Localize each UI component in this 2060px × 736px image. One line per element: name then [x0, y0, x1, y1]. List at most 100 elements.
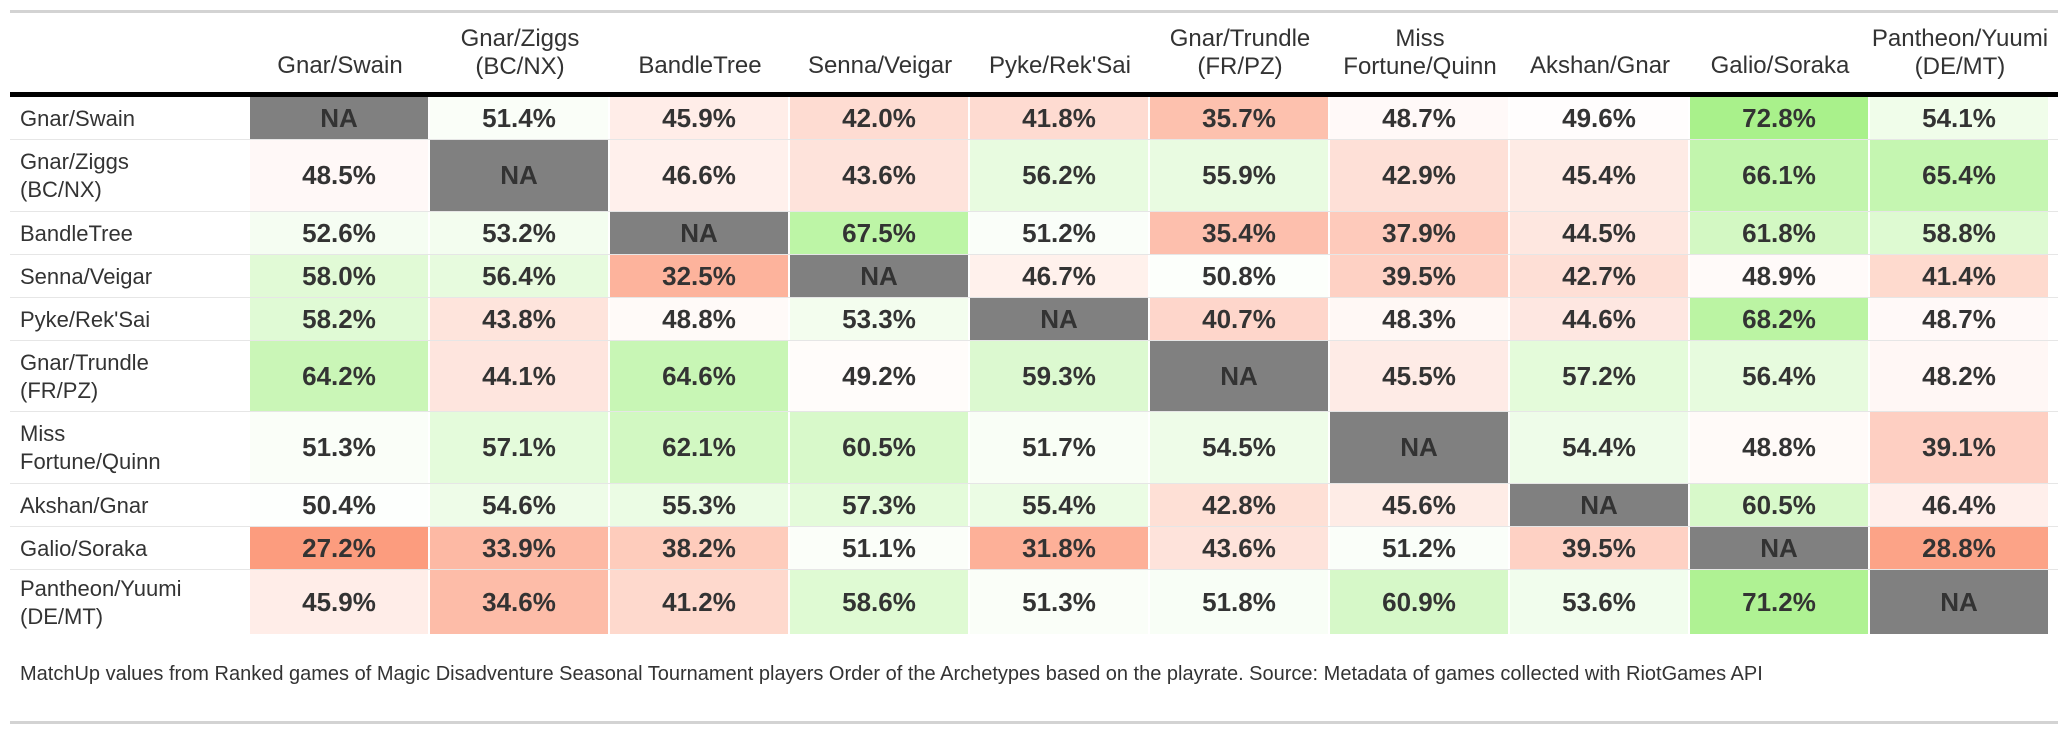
heatmap-cell: 43.6%	[790, 140, 970, 211]
heatmap-cell: 38.2%	[610, 527, 790, 569]
heatmap-cell: 51.3%	[250, 412, 430, 483]
row-header: Pantheon/Yuumi (DE/MT)	[20, 570, 240, 635]
row-separator	[10, 254, 2058, 255]
heatmap-cell: 51.3%	[970, 570, 1150, 634]
heatmap-cell: 58.6%	[790, 570, 970, 634]
column-header: BandleTree	[610, 14, 790, 92]
row-header: Miss Fortune/Quinn	[20, 412, 240, 484]
heatmap-cell: 51.1%	[790, 527, 970, 569]
heatmap-cell: 54.4%	[1510, 412, 1690, 483]
heatmap-cell: 37.9%	[1330, 212, 1510, 254]
heatmap-cell: 48.8%	[610, 298, 790, 340]
heatmap-cell: 62.1%	[610, 412, 790, 483]
column-header: Gnar/Trundle (FR/PZ)	[1150, 14, 1330, 92]
heatmap-cell: 35.4%	[1150, 212, 1330, 254]
heatmap-cell-na: NA	[970, 298, 1150, 340]
row-header-label: Senna/Veigar	[20, 263, 153, 289]
heatmap-cell: 48.5%	[250, 140, 430, 211]
heatmap-cell: 32.5%	[610, 255, 790, 297]
row-header: Senna/Veigar	[20, 255, 240, 298]
row-header-label: Miss Fortune/Quinn	[20, 421, 161, 474]
header-rule	[10, 92, 2058, 97]
heatmap-cell: 56.4%	[1690, 341, 1870, 411]
column-header-label: Senna/Veigar	[807, 52, 953, 79]
column-header: Gnar/Swain	[250, 14, 430, 92]
heatmap-cell: 54.1%	[1870, 97, 2050, 139]
column-header: Galio/Soraka	[1690, 14, 1870, 92]
row-header: BandleTree	[20, 212, 240, 255]
row-header-label: BandleTree	[20, 220, 133, 246]
row-header-label: Gnar/Trundle (FR/PZ)	[20, 349, 149, 403]
row-header-label: Gnar/Ziggs (BC/NX)	[20, 149, 129, 202]
heatmap-cell: 51.7%	[970, 412, 1150, 483]
heatmap-cell: 40.7%	[1150, 298, 1330, 340]
heatmap-cell: 48.7%	[1870, 298, 2050, 340]
row-header: Gnar/Trundle (FR/PZ)	[20, 341, 240, 412]
heatmap-cell: 53.3%	[790, 298, 970, 340]
heatmap-cell: 56.4%	[430, 255, 610, 297]
heatmap-cell: 48.9%	[1690, 255, 1870, 297]
table-caption: MatchUp values from Ranked games of Magi…	[20, 663, 1763, 685]
heatmap-cell: 42.7%	[1510, 255, 1690, 297]
heatmap-cell: 43.8%	[430, 298, 610, 340]
row-separator	[10, 211, 2058, 212]
heatmap-cell-na: NA	[1510, 484, 1690, 526]
heatmap-cell: 45.5%	[1330, 341, 1510, 411]
heatmap-cell: 51.8%	[1150, 570, 1330, 634]
heatmap-cell: 51.4%	[430, 97, 610, 139]
heatmap-cell: 55.3%	[610, 484, 790, 526]
heatmap-cell: 56.2%	[970, 140, 1150, 211]
heatmap-cell-na: NA	[790, 255, 970, 297]
bottom-rule	[10, 721, 2058, 724]
column-header-label: Gnar/Swain	[277, 52, 403, 79]
row-header: Gnar/Swain	[20, 97, 240, 140]
heatmap-cell: 42.9%	[1330, 140, 1510, 211]
heatmap-cell: 53.2%	[430, 212, 610, 254]
heatmap-cell: 35.7%	[1150, 97, 1330, 139]
heatmap-cell: 52.6%	[250, 212, 430, 254]
column-header: Pyke/Rek'Sai	[970, 14, 1150, 92]
heatmap-cell: 59.3%	[970, 341, 1150, 411]
heatmap-cell: 43.6%	[1150, 527, 1330, 569]
heatmap-cell: 27.2%	[250, 527, 430, 569]
heatmap-cell: 39.1%	[1870, 412, 2050, 483]
heatmap-cell: 71.2%	[1690, 570, 1870, 634]
column-header-label: Pyke/Rek'Sai	[989, 52, 1131, 79]
column-header-label: BandleTree	[638, 52, 762, 79]
heatmap-cell: 55.9%	[1150, 140, 1330, 211]
heatmap-cell: 39.5%	[1510, 527, 1690, 569]
heatmap-cell-na: NA	[1870, 570, 2050, 634]
heatmap-cell: 57.3%	[790, 484, 970, 526]
heatmap-cell: 28.8%	[1870, 527, 2050, 569]
row-separator	[10, 483, 2058, 484]
heatmap-cell: 39.5%	[1330, 255, 1510, 297]
heatmap-cell: 55.4%	[970, 484, 1150, 526]
column-header-label: Galio/Soraka	[1710, 52, 1850, 79]
heatmap-cell: 58.0%	[250, 255, 430, 297]
row-header: Gnar/Ziggs (BC/NX)	[20, 140, 240, 212]
row-header-label: Pyke/Rek'Sai	[20, 306, 151, 332]
heatmap-cell: 72.8%	[1690, 97, 1870, 139]
heatmap-cell: 51.2%	[1330, 527, 1510, 569]
row-separator	[10, 297, 2058, 298]
heatmap-cell: 57.1%	[430, 412, 610, 483]
heatmap-cell: 64.6%	[610, 341, 790, 411]
heatmap-cell-na: NA	[430, 140, 610, 211]
row-separator	[10, 340, 2058, 341]
heatmap-cell: 57.2%	[1510, 341, 1690, 411]
heatmap-cell: 61.8%	[1690, 212, 1870, 254]
column-header-label: Akshan/Gnar	[1529, 52, 1671, 79]
row-separator	[10, 139, 2058, 140]
heatmap-cell: 46.4%	[1870, 484, 2050, 526]
column-header: Pantheon/Yuumi (DE/MT)	[1870, 14, 2050, 92]
heatmap-cell: 41.2%	[610, 570, 790, 634]
heatmap-cell: 42.0%	[790, 97, 970, 139]
heatmap-cell: 49.2%	[790, 341, 970, 411]
column-header-label: Gnar/Trundle (FR/PZ)	[1169, 25, 1311, 80]
heatmap-cell: 46.6%	[610, 140, 790, 211]
column-header: Akshan/Gnar	[1510, 14, 1690, 92]
heatmap-cell: 44.6%	[1510, 298, 1690, 340]
row-header: Akshan/Gnar	[20, 484, 240, 527]
heatmap-cell: 54.6%	[430, 484, 610, 526]
